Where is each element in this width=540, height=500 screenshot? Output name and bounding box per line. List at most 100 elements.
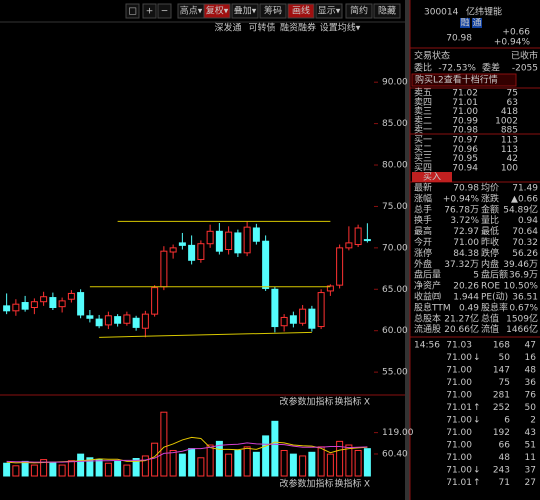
stat-label: 总股本 (414, 312, 441, 324)
candle-body (3, 305, 11, 312)
candle-body (169, 247, 177, 253)
trade-count: 51 (525, 441, 536, 451)
toolbar-button-label[interactable]: 筹码 (264, 5, 282, 17)
candle-body (132, 317, 140, 328)
stat-value: 20.66亿 (444, 323, 479, 335)
volume-bar (308, 451, 316, 477)
stat-value: 5 (473, 271, 479, 281)
status-label: 交易状态 (414, 50, 450, 62)
toolbar-button-label[interactable]: 简约 (350, 5, 368, 17)
stock-code: 300014 (424, 8, 459, 18)
indicator-button[interactable]: 换指标 (334, 478, 361, 490)
toolbar-tab[interactable]: 融资融券 (280, 22, 316, 34)
stat-value: 56.26 (512, 249, 538, 259)
volume-bar (160, 411, 168, 477)
y-tick-label: 55.00 (382, 368, 408, 378)
stat-value: 20.26 (453, 282, 479, 292)
indicator-button[interactable]: X (364, 398, 370, 408)
stat-label: 股息TTM (414, 301, 451, 313)
volume-bar (86, 457, 94, 477)
volume-bar (95, 459, 103, 477)
stat-value: 1466亿 (506, 323, 538, 335)
badge (472, 18, 482, 28)
toolbar-button-label[interactable]: 显示▾ (318, 6, 341, 17)
candle-body (123, 314, 131, 324)
indicator-button[interactable]: X (364, 480, 370, 490)
indicator-button[interactable]: 改参数 (279, 478, 306, 490)
toolbar-tab[interactable]: 深发通 (214, 22, 241, 34)
indicator-button[interactable]: 换指标 (334, 396, 361, 408)
toolbar-button-label[interactable]: 复权▾ (206, 5, 229, 17)
stat-value: 70.98 (453, 184, 479, 194)
y-tick-label: 90.00 (382, 78, 408, 88)
l2-link[interactable]: 购买L2查看十档行情 (415, 74, 498, 86)
toolbar-button[interactable] (142, 3, 157, 19)
volume-ma-line (6, 442, 368, 463)
badge-label: 融 (460, 18, 469, 29)
book-volume: 1002 (495, 116, 518, 126)
y-tick-label: 60.40 (382, 449, 408, 459)
book-label: 卖五 (414, 88, 432, 99)
toolbar-tab[interactable]: 设置均线▾ (320, 22, 361, 34)
l2-box[interactable] (411, 73, 517, 87)
toolbar-tab[interactable]: 可转债 (248, 22, 275, 34)
candle-body (262, 240, 270, 289)
stat-label: 最低 (481, 225, 499, 237)
buy-button[interactable] (412, 172, 452, 182)
trade-price: 71.00 (446, 416, 472, 426)
candle-body (197, 243, 205, 260)
stat-label: 流值 (481, 323, 499, 335)
toolbar-button-label[interactable]: 画线 (292, 5, 310, 17)
toolbar-button-label[interactable]: + (146, 7, 154, 17)
volume-bar (280, 449, 288, 477)
stat-value: 71.49 (512, 184, 538, 194)
trade-count: 48 (525, 366, 537, 376)
toolbar-button[interactable] (287, 3, 315, 19)
stat-label: 盘后额 (481, 269, 508, 281)
buy-button-label[interactable]: 买入 (423, 172, 441, 183)
stat-label: 收益㈣ (414, 291, 441, 303)
stat-value: 76.78万 (444, 205, 479, 215)
toolbar-button[interactable] (345, 3, 373, 19)
toolbar-button-label[interactable]: 叠加▾ (234, 6, 257, 17)
trade-time: 14:56 (414, 341, 440, 351)
y-tick-label: 85.00 (382, 119, 408, 129)
change-pct: +0.94% (494, 38, 531, 48)
trade-volume: 50 (499, 353, 511, 363)
trade-price: 71.00 (446, 453, 472, 463)
toolbar-button-label[interactable]: □ (128, 7, 137, 17)
toolbar-button-label[interactable]: 隐藏 (378, 5, 396, 17)
indicator-button[interactable]: 加指标 (306, 396, 333, 408)
stat-label: 换手 (414, 214, 432, 226)
stat-value: 71.00 (453, 238, 479, 248)
stat-value: 70.32 (512, 238, 538, 248)
candle-body (271, 288, 279, 328)
stat-label: 总值 (481, 312, 499, 324)
book-label: 买三 (414, 153, 432, 164)
trade-count: 2 (530, 416, 536, 426)
indicator-button[interactable]: 改参数 (279, 396, 306, 408)
stat-label: 净资产 (414, 280, 441, 292)
book-price: 71.00 (452, 107, 478, 117)
badge-label: 通 (472, 18, 481, 29)
trade-volume: 243 (493, 466, 510, 476)
toolbar-button[interactable] (259, 3, 287, 19)
badge (460, 18, 470, 28)
toolbar-button[interactable] (125, 3, 140, 19)
toolbar-button[interactable] (373, 3, 401, 19)
trade-count: 76 (525, 391, 537, 401)
toolbar-button-label[interactable]: 高点▾ (180, 5, 203, 17)
indicator-button[interactable]: 加指标 (306, 478, 333, 490)
toolbar-button[interactable] (231, 3, 259, 19)
toolbar-button[interactable] (203, 3, 231, 19)
trade-volume: 252 (493, 403, 510, 413)
toolbar-button[interactable] (315, 3, 343, 19)
book-price: 71.02 (452, 89, 478, 99)
book-volume: 75 (507, 89, 518, 99)
candle-body (188, 244, 196, 261)
y-tick-label: 60.00 (382, 326, 408, 336)
toolbar-button-label[interactable]: − (161, 7, 169, 17)
toolbar-button[interactable] (157, 3, 172, 19)
trade-volume: 281 (493, 391, 510, 401)
